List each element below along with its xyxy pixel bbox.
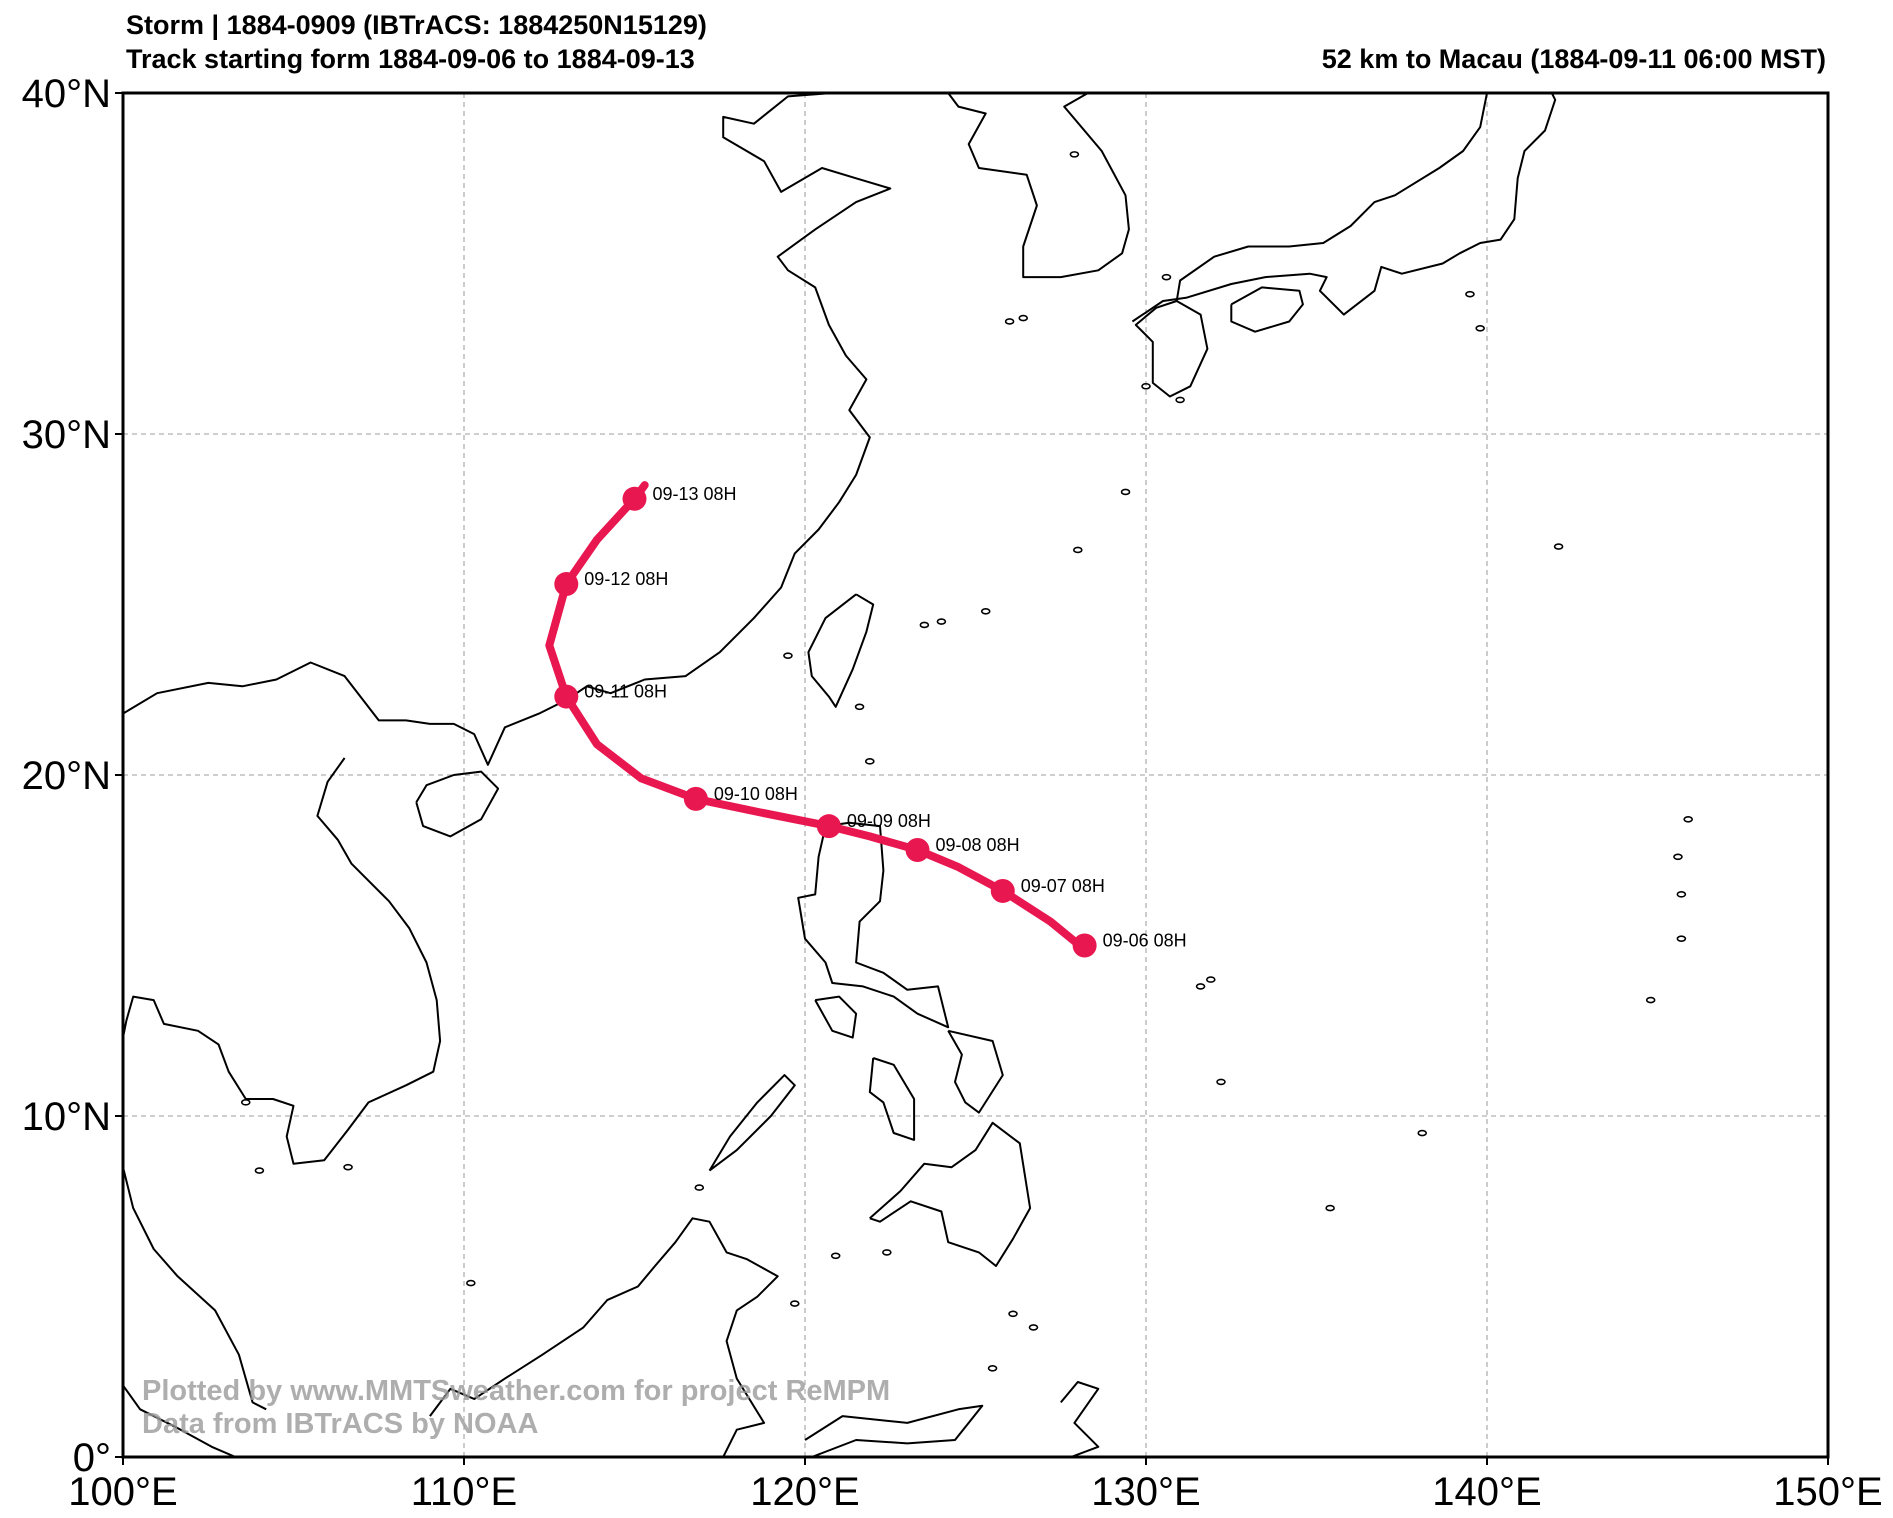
track-date-range: Track starting form 1884-09-06 to 1884-0… xyxy=(126,44,695,74)
island-outline xyxy=(783,652,793,659)
island-outline xyxy=(830,1252,841,1260)
island-outline xyxy=(254,1167,265,1174)
track-point-marker xyxy=(554,684,579,709)
coastline-malay-peninsula xyxy=(123,1166,267,1411)
longitude-tick-label: 150°E xyxy=(1773,1470,1882,1514)
track-point-label: 09-12 08H xyxy=(584,569,668,589)
island-outline xyxy=(1645,996,1656,1004)
island-outline xyxy=(466,1279,476,1287)
coastline-halmahera xyxy=(1060,1381,1100,1457)
coastline-borneo xyxy=(429,1217,779,1457)
island-outline xyxy=(240,1099,251,1106)
coastline-mindanao xyxy=(869,1121,1032,1267)
distance-to-macau: 52 km to Macau (1884-09-11 06:00 MST) xyxy=(1321,44,1826,74)
coastline-indochina-coast xyxy=(123,757,442,1165)
longitude-tick-label: 120°E xyxy=(750,1470,859,1514)
island-outline xyxy=(1018,314,1029,322)
coastline-mindoro xyxy=(814,995,858,1039)
track-point-label: 09-09 08H xyxy=(847,811,931,831)
track-point-label: 09-07 08H xyxy=(1021,876,1105,896)
coastline-hokkaido xyxy=(1493,93,1495,94)
island-outline xyxy=(1475,324,1485,332)
track-point-label: 09-08 08H xyxy=(936,835,1020,855)
latitude-tick-label: 0° xyxy=(73,1436,111,1480)
island-outline xyxy=(1073,546,1083,554)
latitude-tick-label: 20°N xyxy=(22,754,111,798)
island-outline xyxy=(1673,853,1683,861)
island-outline xyxy=(1120,488,1131,496)
island-outline xyxy=(1676,891,1687,898)
island-outline xyxy=(757,1458,765,1463)
longitude-tick-label: 130°E xyxy=(1091,1470,1200,1514)
track-point-marker xyxy=(622,486,647,511)
island-outline xyxy=(1175,396,1185,404)
coastline-sumatra-edge xyxy=(123,1384,236,1457)
coastline-honshu-kyushu xyxy=(1131,93,1557,323)
island-outline xyxy=(1004,318,1015,325)
longitude-tick-label: 100°E xyxy=(68,1470,177,1514)
credits: Plotted by www.MMTSweather.com for proje… xyxy=(142,1375,890,1440)
coastline-palawan xyxy=(708,1074,796,1172)
island-outline xyxy=(343,1163,353,1171)
island-outline xyxy=(1161,273,1172,281)
coastline-sulawesi-north xyxy=(804,1404,984,1457)
island-outline xyxy=(1325,1204,1335,1212)
track-point-marker xyxy=(1072,933,1097,958)
coastline-honshu-west-coast xyxy=(1175,93,1488,302)
island-outline xyxy=(1195,983,1206,990)
track-point-marker xyxy=(816,814,841,839)
axis-ticks: 100°E 110°E 120°E 130°E 140°E 150°E 0° 10°N 20°N… xyxy=(22,72,1883,1514)
island-outline xyxy=(987,1365,998,1372)
island-outline xyxy=(1069,151,1080,158)
island-outline xyxy=(1683,816,1693,823)
island-outline xyxy=(694,1184,705,1191)
coastline-shikoku xyxy=(1230,286,1304,333)
coastline-taiwan xyxy=(807,593,875,708)
longitude-tick-label: 110°E xyxy=(411,1470,517,1514)
latitude-tick-label: 40°N xyxy=(22,72,111,116)
track-point-label: 09-10 08H xyxy=(714,784,798,804)
coastline-mainland-asia xyxy=(123,93,892,766)
island-outline xyxy=(1553,543,1564,550)
track-point-label: 09-13 08H xyxy=(653,484,737,504)
island-outline xyxy=(1216,1078,1226,1086)
island-outline xyxy=(882,1249,892,1256)
track-point-marker xyxy=(905,838,930,863)
island-outline xyxy=(854,703,865,711)
track-point-label: 09-11 08H xyxy=(584,682,667,702)
island-outline xyxy=(1008,1310,1018,1318)
track-point-marker xyxy=(554,572,579,597)
island-outline xyxy=(1417,1129,1428,1137)
coastline-panay-negros xyxy=(868,1057,916,1141)
island-outline xyxy=(864,758,875,765)
coastline-samar-leyte xyxy=(947,1029,1004,1114)
track-point-label: 09-06 08H xyxy=(1103,931,1187,951)
island-outline xyxy=(1676,935,1687,942)
latitude-tick-label: 10°N xyxy=(22,1095,111,1139)
coastlines xyxy=(123,93,1693,1463)
track-point-marker xyxy=(990,878,1015,903)
coastline-luzon xyxy=(797,821,950,1029)
island-outline xyxy=(789,1300,800,1307)
coastline-korea-peninsula xyxy=(947,93,1130,279)
graticule xyxy=(123,93,1828,1457)
island-outline xyxy=(1205,976,1216,983)
coastline-kyushu xyxy=(1134,300,1209,398)
island-outline xyxy=(1028,1324,1039,1331)
longitude-tick-label: 140°E xyxy=(1432,1470,1541,1514)
coastline-hainan xyxy=(415,770,500,838)
island-outline xyxy=(919,621,930,629)
island-outline xyxy=(980,608,991,615)
latitude-tick-label: 30°N xyxy=(22,413,111,457)
storm-title: Storm | 1884-0909 (IBTrACS: 1884250N1512… xyxy=(126,10,707,40)
credit-plotted-by: Plotted by www.MMTSweather.com for proje… xyxy=(142,1375,890,1407)
island-outline xyxy=(1141,382,1151,390)
island-outline xyxy=(936,618,947,625)
credit-data-source: Data from IBTrACS by NOAA xyxy=(142,1408,538,1440)
track-point-marker xyxy=(683,786,708,811)
island-outline xyxy=(1465,290,1475,298)
